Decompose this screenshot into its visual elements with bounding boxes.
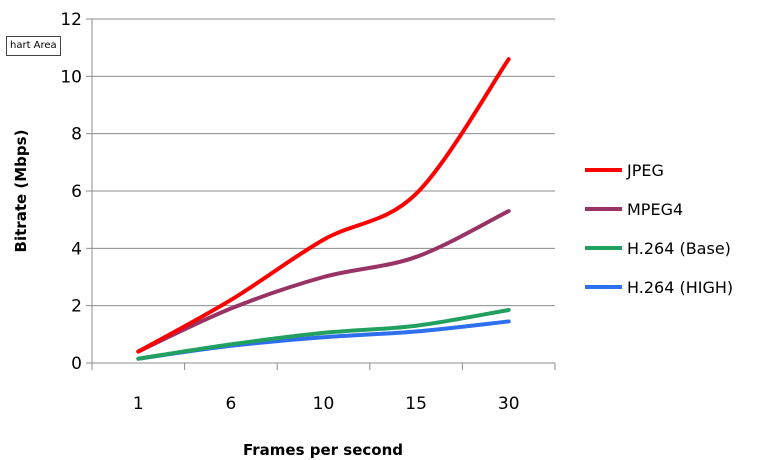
series-line-jpeg xyxy=(136,57,511,354)
y-tick-label: 8 xyxy=(71,125,82,145)
x-tick-label: 10 xyxy=(313,394,335,414)
y-tick-label: 12 xyxy=(60,10,82,30)
x-tick-label: 30 xyxy=(498,394,520,414)
legend-label-jpeg: JPEG xyxy=(626,161,664,180)
legend-label-h-264-base: H.264 (Base) xyxy=(627,239,731,258)
series-line-mpeg4 xyxy=(136,209,511,354)
x-tick-labels: 1 6 10 15 30 xyxy=(133,394,520,414)
legend-label-h-264-high: H.264 (HIGH) xyxy=(627,278,733,297)
y-tick-label: 4 xyxy=(71,239,82,259)
x-axis-title: Frames per second xyxy=(243,441,403,459)
y-tick-label: 2 xyxy=(71,297,82,317)
legend: JPEG MPEG4 H.264 (Base) H.264 (HIGH) xyxy=(585,161,733,297)
series-line-h-264-base xyxy=(136,307,511,361)
axes xyxy=(86,18,556,370)
y-tick-labels: 0 2 4 6 8 10 12 xyxy=(60,10,82,374)
x-tick-label: 6 xyxy=(225,394,236,414)
x-tick-label: 1 xyxy=(133,394,144,414)
y-tick-label: 6 xyxy=(71,182,82,202)
series-lines xyxy=(136,57,511,361)
gridlines xyxy=(92,18,555,307)
legend-label-mpeg4: MPEG4 xyxy=(627,200,683,219)
chart-area-tooltip: hart Area xyxy=(6,36,61,56)
y-tick-label: 10 xyxy=(60,67,82,87)
y-axis-title: Bitrate (Mbps) xyxy=(12,130,30,253)
y-tick-label: 0 xyxy=(71,354,82,374)
x-tick-label: 15 xyxy=(405,394,427,414)
